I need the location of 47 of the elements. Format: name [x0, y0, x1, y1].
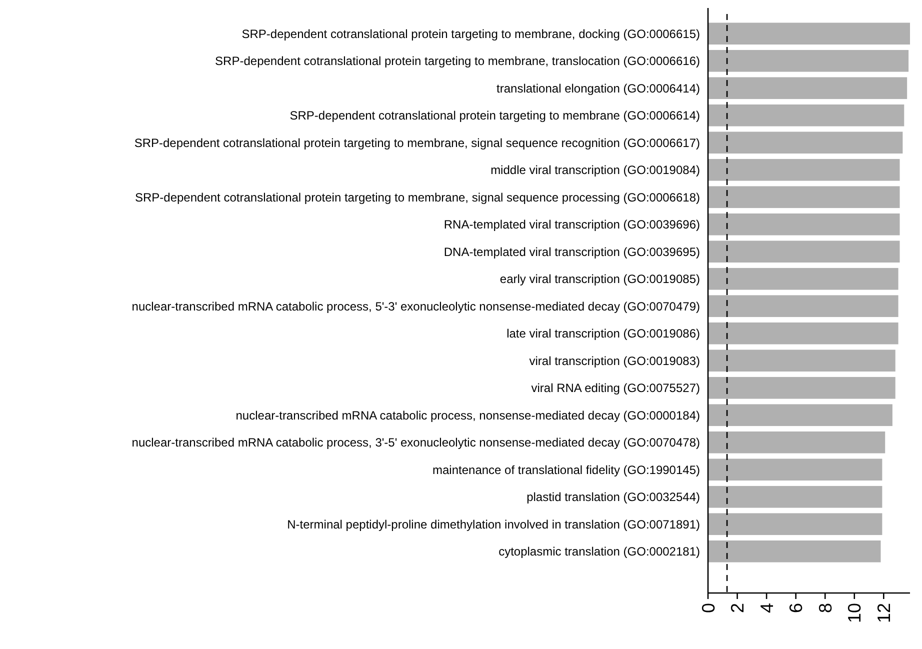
y-tick-label: plastid translation (GO:0032544) — [526, 490, 700, 504]
y-tick-label: SRP-dependent cotranslational protein targeting to membrane (GO:0006614) — [290, 108, 700, 123]
x-tick-label: 0 — [698, 603, 718, 614]
y-tick-label: nuclear-transcribed mRNA catabolic process, 5'-3' exonucleolytic nonsense-mediated decay (GO:0070479) — [132, 299, 700, 314]
bar — [708, 458, 882, 481]
bar — [708, 350, 896, 372]
y-tick-label: DNA-templated viral transcription (GO:0039695) — [444, 244, 700, 259]
x-tick-label: 8 — [815, 603, 836, 614]
x-tick-label: 2 — [728, 603, 748, 614]
y-tick-label: middle viral transcription (GO:0019084) — [490, 163, 700, 178]
y-tick-label: SRP-dependent cotranslational protein targeting to membrane, signal sequence processing (GO:0006618) — [134, 190, 700, 204]
bar — [708, 50, 909, 72]
bar — [708, 132, 903, 154]
bar — [708, 486, 882, 508]
y-tick-label: RNA-templated viral transcription (GO:0039696) — [444, 218, 700, 232]
bar — [708, 104, 904, 126]
y-tick-label: maintenance of translational fidelity (GO:1990145) — [432, 462, 700, 477]
bar — [708, 268, 898, 290]
y-tick-label: SRP-dependent cotranslational protein targeting to membrane, signal sequence recognition (GO:0006617) — [134, 136, 700, 150]
bar — [708, 295, 898, 318]
x-tick-label: 12 — [874, 603, 894, 624]
bar — [708, 22, 910, 45]
y-tick-label: viral RNA editing (GO:0075527) — [531, 381, 700, 396]
bar — [708, 322, 898, 344]
y-tick-label: SRP-dependent cotranslational protein targeting to membrane, docking (GO:0006615) — [242, 26, 700, 41]
y-tick-label: SRP-dependent cotranslational protein targeting to membrane, translocation (GO:0006616) — [215, 54, 700, 68]
x-tick-label: 6 — [786, 603, 806, 614]
y-tick-label: translational elongation (GO:0006414) — [496, 81, 700, 96]
bar — [708, 77, 908, 100]
y-tick-label: viral transcription (GO:0019083) — [529, 354, 700, 368]
bar — [708, 158, 900, 181]
bar — [708, 404, 892, 426]
bar — [708, 376, 896, 399]
bar — [708, 240, 900, 263]
y-tick-label: late viral transcription (GO:0019086) — [506, 326, 700, 341]
bar — [708, 213, 900, 236]
bar — [708, 186, 900, 208]
bar — [708, 513, 882, 536]
bar — [708, 431, 886, 454]
x-tick-label: 4 — [756, 603, 777, 614]
bar — [708, 540, 881, 562]
x-tick-label: 10 — [844, 603, 865, 624]
y-tick-label: early viral transcription (GO:0019085) — [500, 272, 700, 286]
y-tick-label: nuclear-transcribed mRNA catabolic process, nonsense-mediated decay (GO:0000184) — [236, 408, 700, 422]
y-tick-label: N-terminal peptidyl-proline dimethylation involved in translation (GO:0071891) — [287, 517, 700, 532]
y-tick-label: cytoplasmic translation (GO:0002181) — [498, 544, 700, 559]
y-tick-label: nuclear-transcribed mRNA catabolic process, 3'-5' exonucleolytic nonsense-mediated decay (GO:0070478) — [132, 436, 700, 450]
